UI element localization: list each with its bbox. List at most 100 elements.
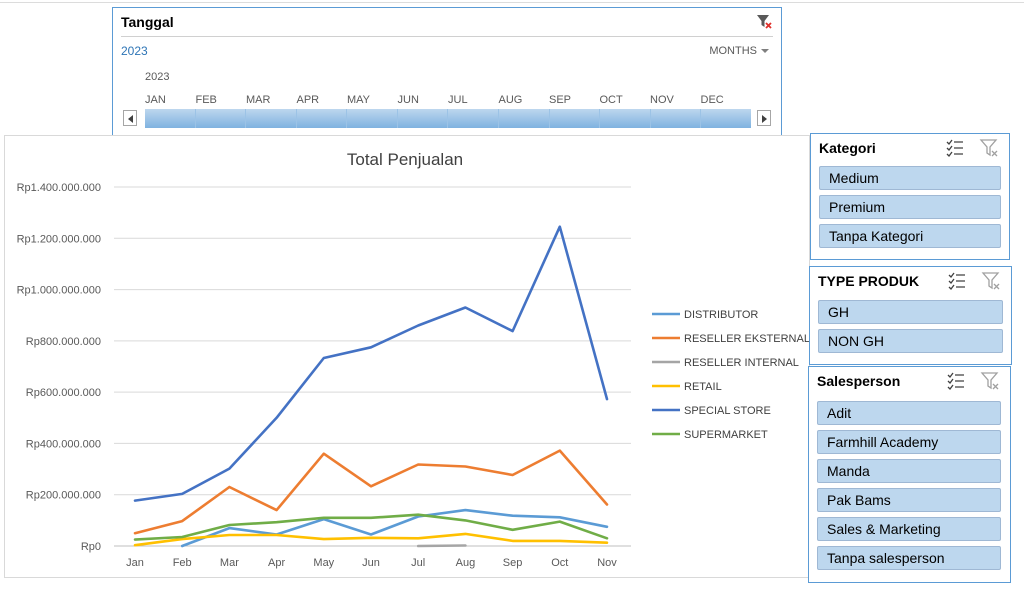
- timeline-month-labels: JAN FEB MAR APR MAY JUN JUL AUG SEP OCT NOV DEC: [145, 94, 751, 108]
- timeline-month-feb[interactable]: FEB: [195, 94, 217, 106]
- slicer-item[interactable]: Medium: [819, 166, 1001, 190]
- y-tick-label: Rp1.400.000.000: [17, 182, 101, 194]
- timeline-title: Tanggal: [121, 14, 174, 30]
- x-tick-label: Feb: [173, 557, 192, 569]
- slicer-toolbar: [945, 138, 999, 163]
- legend-entry[interactable]: SUPERMARKET: [684, 429, 768, 441]
- x-tick-label: Jan: [126, 557, 144, 569]
- timeline-month-jan[interactable]: JAN: [145, 94, 166, 106]
- chart-title: Total Penjualan: [347, 150, 463, 169]
- y-tick-label: Rp600.000.000: [26, 387, 101, 399]
- slicer-toolbar: [946, 371, 1000, 396]
- timeline-month-may[interactable]: MAY: [347, 94, 371, 106]
- x-tick-label: Sep: [503, 557, 523, 569]
- timeline-divider: [121, 36, 773, 37]
- slicer-title: Kategori: [819, 140, 876, 156]
- x-tick-label: Oct: [551, 557, 568, 569]
- timeline-month-nov[interactable]: NOV: [650, 94, 674, 106]
- x-tick-label: Apr: [268, 557, 285, 569]
- multi-select-icon[interactable]: [947, 271, 967, 296]
- slicer-kategori[interactable]: Kategori Medium Premium Tanpa Kategori: [810, 133, 1010, 260]
- series-line-reseller-internal[interactable]: [416, 544, 467, 548]
- timeline-month-segment[interactable]: [398, 109, 449, 128]
- clear-filter-icon[interactable]: [981, 271, 1001, 296]
- slicer-item[interactable]: Premium: [819, 195, 1001, 219]
- y-tick-label: Rp1.000.000.000: [17, 285, 101, 297]
- timeline-month-segment[interactable]: [196, 109, 247, 128]
- x-tick-label: May: [313, 557, 334, 569]
- timeline-month-segment[interactable]: [145, 109, 196, 128]
- timeline-month-segment[interactable]: [246, 109, 297, 128]
- timeline-month-segment[interactable]: [651, 109, 702, 128]
- slicer-item[interactable]: Tanpa salesperson: [817, 546, 1001, 570]
- y-tick-label: Rp1.200.000.000: [17, 233, 101, 245]
- timeline-level-label: MONTHS: [709, 45, 757, 57]
- sales-chart[interactable]: Total Penjualan Rp0 Rp200.000.000 Rp400.000…: [4, 135, 810, 578]
- timeline-month-segment[interactable]: [297, 109, 348, 128]
- timeline-month-sep[interactable]: SEP: [549, 94, 572, 106]
- timeline-month-segment[interactable]: [448, 109, 500, 128]
- series-line-supermarket[interactable]: [133, 513, 609, 541]
- timeline-month-apr[interactable]: APR: [296, 94, 320, 106]
- slicer-salesperson[interactable]: Salesperson Adit Farmhill Academy Manda Pak…: [808, 366, 1011, 583]
- y-tick-label: Rp400.000.000: [26, 438, 101, 450]
- x-tick-label: Mar: [220, 557, 239, 569]
- timeline-month-dec[interactable]: DEC: [700, 94, 724, 106]
- timeline-month-jul[interactable]: JUL: [448, 94, 468, 106]
- timeline-year-label: 2023: [121, 44, 148, 58]
- legend-entry[interactable]: SPECIAL STORE: [684, 405, 771, 417]
- multi-select-icon[interactable]: [945, 138, 965, 163]
- series-line-distributor[interactable]: [180, 508, 609, 548]
- series-line-special-store[interactable]: [133, 225, 609, 502]
- slicer-item[interactable]: Pak Bams: [817, 488, 1001, 512]
- clear-filter-icon[interactable]: [980, 371, 1000, 396]
- timeline-month-oct[interactable]: OCT: [599, 94, 623, 106]
- arrow-left-icon: [128, 115, 133, 123]
- timeline-month-aug[interactable]: AUG: [498, 94, 523, 106]
- timeline-month-segment[interactable]: [499, 109, 550, 128]
- slicer-item[interactable]: Tanpa Kategori: [819, 224, 1001, 248]
- timeline-month-jun[interactable]: JUN: [397, 94, 419, 106]
- multi-select-icon[interactable]: [946, 371, 966, 396]
- slicer-item[interactable]: Sales & Marketing: [817, 517, 1001, 541]
- timeline-slicer[interactable]: Tanggal 2023 MONTHS 2023 JAN FEB MAR APR MAY…: [112, 7, 782, 138]
- timeline-month-segment[interactable]: [600, 109, 651, 128]
- slicer-item[interactable]: Manda: [817, 459, 1001, 483]
- x-tick-label: Jul: [411, 557, 425, 569]
- legend-entry[interactable]: RETAIL: [684, 381, 722, 393]
- x-tick-label: Aug: [456, 557, 476, 569]
- legend-entry[interactable]: RESELLER EKSTERNAL: [684, 333, 810, 345]
- slicer-type-produk[interactable]: TYPE PRODUK GH NON GH: [809, 266, 1012, 365]
- x-tick-label: Nov: [597, 557, 617, 569]
- line-chart-svg: Total Penjualan Rp0 Rp200.000.000 Rp400.000…: [17, 150, 810, 569]
- sheet-top-border: [0, 2, 1024, 3]
- chevron-down-icon: [761, 49, 769, 54]
- y-tick-label: Rp0: [81, 541, 101, 553]
- scroll-left-button[interactable]: [123, 110, 137, 126]
- clear-filter-icon[interactable]: [755, 13, 773, 31]
- timeline-band-year: 2023: [145, 71, 170, 83]
- slicer-toolbar: [947, 271, 1001, 296]
- x-tick-label: Jun: [362, 557, 380, 569]
- slicer-item[interactable]: GH: [818, 300, 1003, 324]
- clear-filter-icon[interactable]: [979, 138, 999, 163]
- series-line-retail[interactable]: [133, 532, 609, 547]
- slicer-title: TYPE PRODUK: [818, 273, 920, 289]
- timeline-month-segment[interactable]: [701, 109, 751, 128]
- timeline-month-mar[interactable]: MAR: [246, 94, 271, 106]
- arrow-right-icon: [762, 115, 767, 123]
- legend-entry[interactable]: RESELLER INTERNAL: [684, 357, 799, 369]
- timeline-selection-bar[interactable]: [145, 109, 751, 128]
- legend-entry[interactable]: DISTRIBUTOR: [684, 309, 758, 321]
- scroll-right-button[interactable]: [757, 110, 771, 126]
- timeline-level-dropdown[interactable]: MONTHS: [709, 45, 769, 57]
- series-line-reseller-eksternal[interactable]: [133, 449, 609, 535]
- y-tick-label: Rp200.000.000: [26, 490, 101, 502]
- slicer-item[interactable]: Farmhill Academy: [817, 430, 1001, 454]
- slicer-item[interactable]: NON GH: [818, 329, 1003, 353]
- timeline-month-segment[interactable]: [347, 109, 398, 128]
- timeline-month-segment[interactable]: [550, 109, 601, 128]
- slicer-item[interactable]: Adit: [817, 401, 1001, 425]
- slicer-title: Salesperson: [817, 373, 901, 389]
- y-tick-label: Rp800.000.000: [26, 336, 101, 348]
